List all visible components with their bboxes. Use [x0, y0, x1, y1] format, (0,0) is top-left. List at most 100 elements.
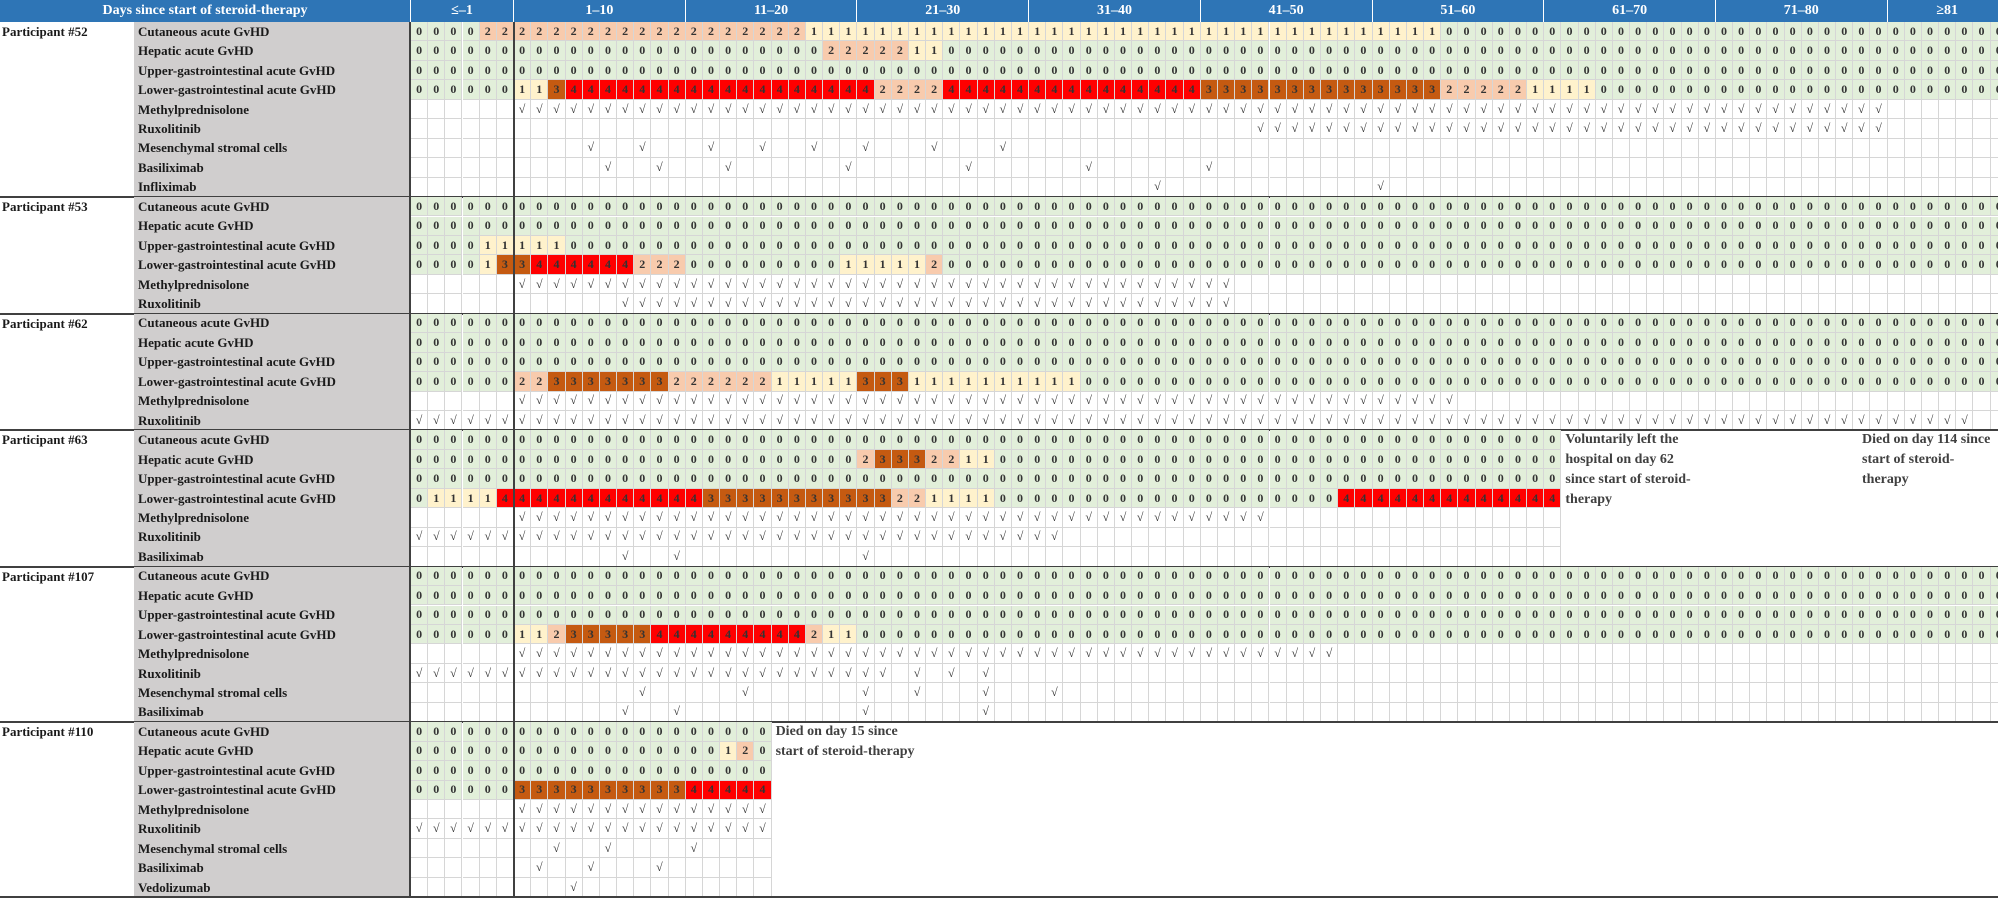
grade-cell: 1	[994, 372, 1012, 392]
empty-cell	[1389, 683, 1407, 703]
check-mark-cell: √	[926, 294, 944, 314]
grade-cell: 0	[874, 430, 892, 450]
grade-cell: 0	[1424, 41, 1442, 61]
grade-cell: 0	[1389, 605, 1407, 625]
grade-cell: 0	[411, 605, 429, 625]
grade-cell: 0	[1630, 372, 1648, 392]
grade-cell: 0	[788, 352, 806, 373]
grade-cell: 0	[994, 197, 1012, 217]
grade-cell: 0	[891, 586, 909, 606]
empty-cell	[1338, 177, 1356, 198]
check-mark-cell: √	[1939, 411, 1957, 431]
grade-cell: 0	[1149, 60, 1167, 81]
grade-cell: 0	[1458, 605, 1476, 625]
row-label: Ruxolitinib	[138, 412, 201, 428]
empty-cell	[1200, 527, 1218, 548]
empty-cell	[1097, 119, 1115, 139]
check-mark-cell: √	[1063, 411, 1081, 431]
grade-cell: 0	[1733, 586, 1751, 606]
empty-cell	[1733, 177, 1751, 198]
check-mark-cell: √	[617, 800, 635, 820]
grade-cell: 0	[1183, 624, 1201, 645]
grade-cell: 0	[977, 430, 995, 450]
grade-cell: 0	[1595, 605, 1613, 625]
grade-cell: 0	[514, 722, 532, 742]
empty-cell	[1424, 158, 1442, 178]
check-mark-cell: √	[720, 663, 738, 684]
row-label-background	[134, 430, 411, 567]
grade-cell: 0	[771, 605, 789, 625]
empty-cell	[1149, 158, 1167, 178]
check-mark-cell: √	[926, 274, 944, 295]
grade-cell: 0	[1561, 197, 1579, 217]
grade-cell: 0	[1406, 449, 1425, 470]
empty-cell	[1698, 644, 1716, 664]
empty-cell	[1544, 508, 1562, 528]
empty-cell	[1080, 663, 1098, 684]
grade-cell: 0	[1921, 566, 1940, 587]
empty-cell	[788, 119, 806, 139]
check-mark-cell: √	[1183, 274, 1201, 295]
grade-cell: 0	[1114, 372, 1133, 392]
check-mark-cell: √	[1149, 294, 1167, 314]
empty-cell	[977, 158, 995, 178]
empty-cell	[1750, 177, 1768, 198]
grade-cell: 2	[737, 372, 755, 392]
grade-cell: 4	[651, 80, 669, 100]
grade-cell: 0	[1355, 255, 1373, 275]
empty-cell	[617, 158, 635, 178]
grade-cell: 4	[788, 624, 806, 645]
grade-cell: 0	[1029, 216, 1047, 236]
row-label: Lower-gastrointestinal acute GvHD	[138, 626, 336, 642]
empty-cell	[1389, 158, 1407, 178]
check-mark-cell: √	[788, 274, 806, 295]
check-mark-cell: √	[1149, 644, 1167, 664]
grade-cell: 0	[1200, 586, 1218, 606]
grade-cell: 0	[634, 761, 652, 781]
grade-cell: 0	[977, 586, 995, 606]
empty-cell	[1698, 158, 1716, 178]
empty-cell	[1372, 663, 1390, 684]
empty-cell	[891, 683, 909, 703]
grade-cell: 0	[428, 586, 446, 606]
empty-cell	[1235, 177, 1253, 198]
grade-cell: 0	[1492, 313, 1510, 334]
grade-cell: 0	[565, 430, 583, 450]
grade-cell: 0	[1029, 313, 1047, 334]
check-mark-cell: √	[771, 274, 789, 295]
empty-cell	[1321, 508, 1339, 528]
empty-cell	[857, 158, 875, 178]
grade-cell: 0	[1475, 197, 1493, 217]
empty-cell	[1132, 547, 1150, 567]
check-mark-cell: √	[1217, 274, 1236, 295]
empty-cell	[1527, 177, 1545, 198]
check-mark-cell: √	[1578, 119, 1596, 139]
grade-cell: 0	[1939, 80, 1957, 100]
empty-cell	[1492, 138, 1510, 159]
empty-cell	[1612, 683, 1631, 703]
grade-cell: 0	[1818, 41, 1837, 61]
empty-cell	[1904, 683, 1922, 703]
grade-cell: 4	[720, 80, 738, 100]
check-mark-cell: √	[994, 508, 1012, 528]
grade-cell: 0	[1114, 333, 1133, 353]
grade-cell: 0	[994, 430, 1012, 450]
grade-cell: 0	[1595, 586, 1613, 606]
grade-cell: 0	[926, 430, 944, 450]
check-mark-cell: √	[496, 819, 514, 839]
grade-cell: 2	[908, 488, 927, 509]
grade-cell: 0	[1286, 41, 1304, 61]
grade-cell: 0	[548, 333, 566, 353]
check-mark-cell: √	[1252, 99, 1270, 120]
check-mark-cell: √	[462, 663, 480, 684]
empty-cell	[1921, 683, 1940, 703]
empty-cell	[1372, 158, 1390, 178]
empty-cell	[1664, 138, 1682, 159]
grade-cell: 1	[1011, 22, 1030, 42]
check-mark-cell: √	[514, 411, 532, 431]
grade-cell: 3	[874, 449, 892, 470]
empty-cell	[1424, 702, 1442, 723]
grade-cell: 0	[1303, 624, 1321, 645]
empty-cell	[651, 838, 669, 859]
grade-cell: 0	[1887, 41, 1905, 61]
